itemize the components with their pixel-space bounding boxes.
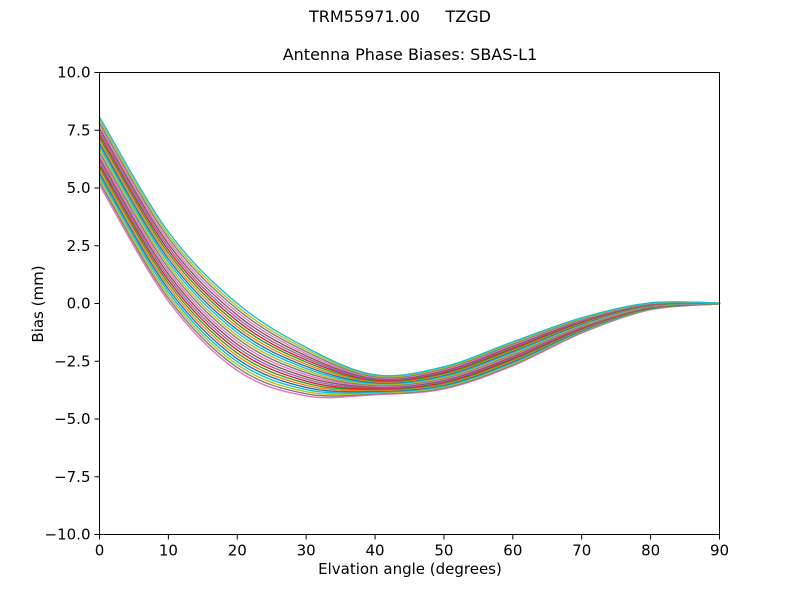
y-tick-label: 7.5: [67, 121, 91, 139]
bias-curve: [98, 116, 721, 377]
bias-curve: [98, 137, 721, 383]
bias-curve: [98, 151, 721, 387]
x-tick-label: 10: [159, 542, 178, 560]
bias-curve: [98, 128, 721, 380]
x-tick-label: 0: [95, 542, 105, 560]
y-tick-label: −5.0: [54, 410, 90, 428]
y-tick-label: 2.5: [67, 237, 91, 255]
x-tick-label: 40: [366, 542, 385, 560]
bias-curve: [98, 134, 721, 382]
bias-curve: [98, 178, 721, 396]
bias-curve: [98, 160, 721, 389]
x-tick-label: 20: [228, 542, 247, 560]
y-tick-label: −10.0: [45, 526, 91, 544]
bias-curve: [98, 169, 721, 392]
x-tick-label: 60: [503, 542, 522, 560]
x-axis-label: Elvation angle (degrees): [318, 560, 502, 578]
y-tick-label: −7.5: [54, 468, 90, 486]
x-tick-label: 90: [710, 542, 729, 560]
y-tick-label: 5.0: [67, 179, 91, 197]
y-tick-label: 10.0: [57, 64, 90, 82]
bias-curve: [98, 119, 721, 378]
x-tick-label: 50: [434, 542, 453, 560]
y-tick-label: −2.5: [54, 352, 90, 370]
bias-curve: [98, 131, 721, 381]
x-tick-label: 70: [572, 542, 591, 560]
bias-curve: [98, 145, 721, 385]
x-tick-label: 80: [641, 542, 660, 560]
bias-curve: [98, 122, 721, 379]
y-tick-label: 0.0: [67, 295, 91, 313]
bias-curve: [98, 125, 721, 379]
x-tick-label: 30: [297, 542, 316, 560]
figure-suptitle: TRM55971.00 TZGD: [309, 7, 491, 26]
axes-title: Antenna Phase Biases: SBAS-L1: [282, 45, 538, 64]
